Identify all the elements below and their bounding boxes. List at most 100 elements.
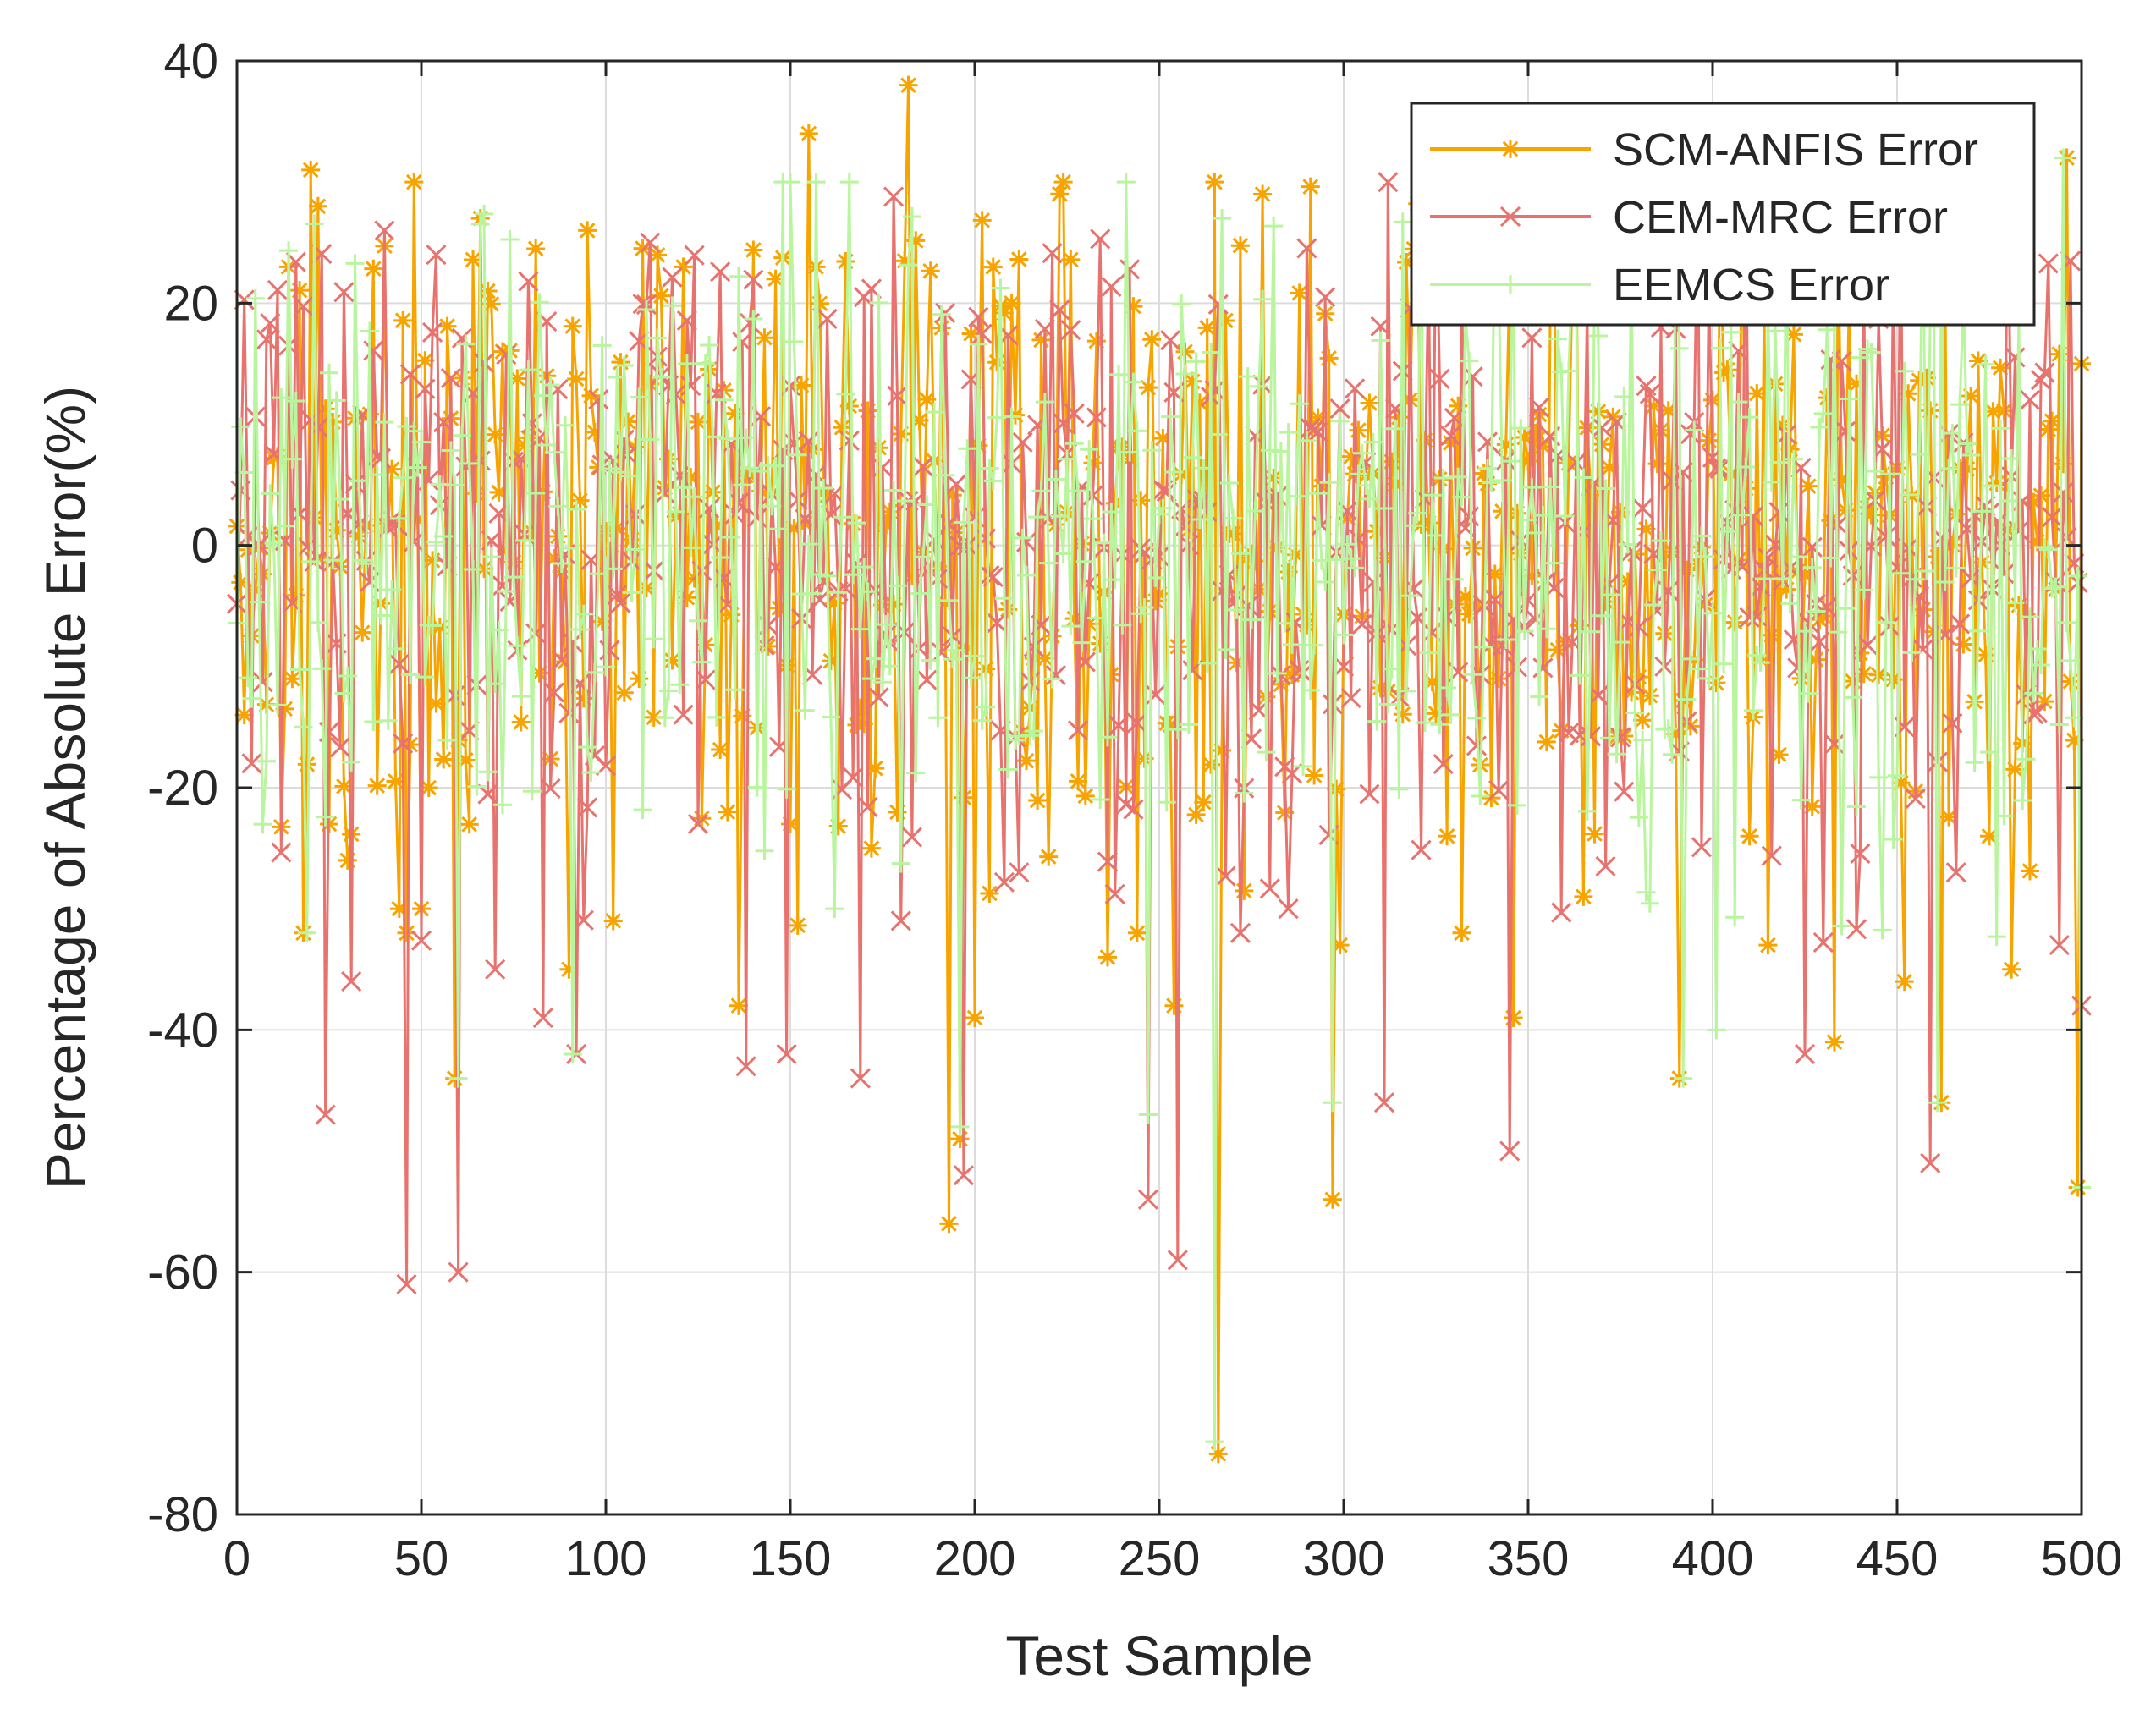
- data-point: [1204, 380, 1225, 401]
- data-point: [386, 772, 405, 791]
- data-point: [877, 515, 896, 535]
- data-point: [1142, 441, 1162, 460]
- data-point: [334, 777, 354, 796]
- data-point: [1551, 902, 1572, 923]
- data-point: [1202, 343, 1221, 362]
- data-point: [755, 328, 774, 348]
- data-point: [1796, 565, 1814, 585]
- data-point: [1433, 753, 1454, 775]
- data-point: [1213, 209, 1232, 228]
- data-point: [689, 412, 707, 431]
- data-point: [1297, 431, 1317, 450]
- data-point: [297, 923, 316, 942]
- data-point: [1651, 531, 1670, 551]
- data-point: [518, 271, 539, 292]
- data-point: [932, 305, 951, 324]
- data-point: [1845, 919, 1867, 940]
- data-point: [1858, 339, 1878, 359]
- data-point: [603, 911, 623, 931]
- data-point: [1028, 791, 1048, 811]
- data-point: [515, 436, 535, 455]
- data-point: [1669, 338, 1689, 358]
- data-point: [1305, 635, 1324, 655]
- data-point: [1850, 843, 1871, 865]
- data-point: [386, 639, 405, 658]
- data-point: [971, 323, 993, 344]
- data-point: [1373, 1092, 1395, 1113]
- data-point: [1710, 338, 1730, 358]
- data-point: [363, 340, 384, 361]
- data-point: [2027, 702, 2048, 723]
- series-markers: [228, 148, 2091, 1452]
- data-point: [630, 387, 649, 407]
- data-point: [231, 417, 250, 437]
- data-point: [286, 585, 305, 605]
- data-point: [758, 636, 778, 656]
- data-point: [700, 335, 719, 354]
- data-point: [393, 310, 413, 330]
- data-point: [2002, 449, 2021, 469]
- data-point: [526, 484, 546, 503]
- data-point: [396, 1273, 417, 1295]
- data-point: [1872, 439, 1893, 460]
- data-point: [1661, 470, 1683, 492]
- data-point: [1075, 651, 1096, 673]
- data-point: [563, 1044, 582, 1063]
- data-point: [578, 738, 597, 757]
- data-point: [475, 559, 494, 579]
- data-point: [1843, 688, 1862, 707]
- data-point: [315, 1104, 336, 1125]
- x-tick-label: 450: [1856, 1531, 1939, 1586]
- data-point: [1869, 767, 1889, 787]
- data-point: [430, 618, 449, 637]
- data-point: [1768, 502, 1790, 523]
- data-point: [1784, 325, 1803, 344]
- data-point: [2034, 362, 2055, 383]
- data-point: [599, 640, 620, 661]
- x-tick-label: 300: [1303, 1531, 1385, 1586]
- data-point: [1607, 745, 1626, 764]
- data-point: [681, 538, 701, 558]
- data-point: [1629, 668, 1648, 687]
- data-point: [1156, 481, 1177, 503]
- data-point: [828, 583, 848, 602]
- data-point: [2068, 566, 2087, 585]
- data-point: [486, 674, 505, 694]
- data-point: [1810, 417, 1829, 437]
- data-point: [744, 309, 763, 328]
- data-point: [415, 351, 435, 371]
- data-point: [592, 336, 612, 355]
- data-point: [1943, 536, 1962, 555]
- data-point: [1086, 608, 1106, 628]
- data-point: [1334, 625, 1353, 645]
- data-point: [1061, 617, 1081, 636]
- data-point: [2027, 640, 2047, 659]
- data-point: [2043, 411, 2062, 431]
- data-point: [1777, 580, 1796, 599]
- data-point: [648, 245, 668, 265]
- legend-label-cem-mrc: CEM-MRC Error: [1613, 192, 1948, 243]
- y-tick-label: 40: [163, 34, 218, 89]
- data-point: [1928, 1093, 1947, 1113]
- data-point: [267, 279, 289, 301]
- data-point: [925, 403, 944, 422]
- data-point: [1367, 712, 1387, 731]
- data-point: [968, 306, 989, 327]
- data-point: [902, 566, 921, 585]
- data-point: [1345, 378, 1366, 399]
- data-point: [641, 430, 660, 449]
- data-point: [1939, 807, 1959, 827]
- data-point: [1268, 663, 1287, 683]
- data-point: [2024, 492, 2043, 512]
- data-point: [806, 173, 826, 192]
- data-point: [965, 1008, 984, 1028]
- data-point: [1246, 551, 1265, 570]
- data-point: [1017, 751, 1037, 771]
- data-point: [644, 629, 663, 649]
- data-point: [1736, 479, 1756, 498]
- data-point: [1939, 459, 1959, 478]
- data-point: [1161, 407, 1180, 426]
- data-point: [1208, 425, 1228, 444]
- data-point: [370, 448, 392, 469]
- data-point: [655, 708, 674, 728]
